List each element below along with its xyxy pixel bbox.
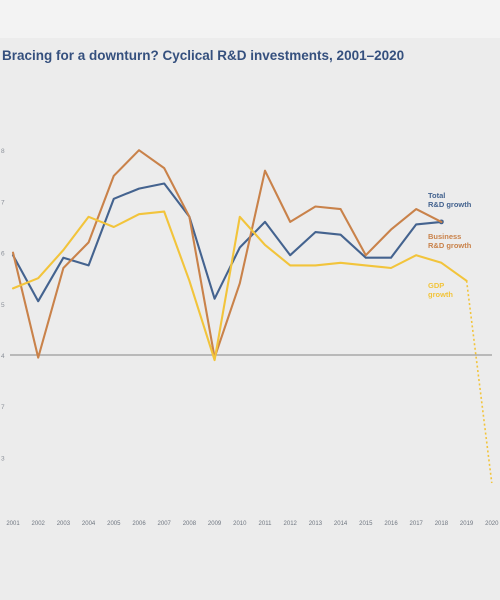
series-label: growth [428,290,453,299]
x-tick-label: 2011 [259,521,273,527]
series-dashed-line [465,280,493,484]
x-tick-label: 2004 [82,521,96,527]
x-tick-label: 2018 [435,521,449,527]
x-tick-label: 2009 [208,521,222,527]
x-tick-label: 2001 [6,521,20,527]
series-line [11,182,443,303]
y-tick-label: 5 [1,302,5,309]
x-tick-label: 2019 [460,521,474,527]
x-tick-label: 2017 [410,521,424,527]
x-tick-label: 2013 [309,521,323,527]
series-label: Total [428,191,445,200]
x-tick-label: 2010 [233,521,247,527]
y-tick-label: 6 [1,251,5,258]
y-tick-label: 8 [1,148,5,155]
x-tick-label: 2015 [359,521,373,527]
x-tick-label: 2008 [183,521,197,527]
y-tick-label: 7 [1,199,5,206]
x-tick-label: 2002 [32,521,46,527]
series-label: GDP [428,281,444,290]
series-label: R&D growth [428,200,472,209]
x-tick-label: 2016 [384,521,398,527]
x-tick-label: 2012 [284,521,298,527]
x-tick-label: 2020 [485,521,499,527]
x-tick-label: 2003 [57,521,71,527]
series-label: Business [428,232,461,241]
x-tick-label: 2005 [107,521,121,527]
y-tick-label: 7 [1,404,5,411]
x-tick-label: 2006 [132,521,146,527]
series-label: R&D growth [428,241,472,250]
series-line [11,149,443,359]
x-tick-label: 2014 [334,521,348,527]
y-tick-label: 4 [1,353,5,360]
series-line [11,210,468,362]
top-banner [0,0,500,38]
chart-title: Bracing for a downturn? Cyclical R&D inv… [2,48,405,63]
y-tick-label: 3 [1,455,5,462]
x-tick-label: 2007 [158,521,172,527]
